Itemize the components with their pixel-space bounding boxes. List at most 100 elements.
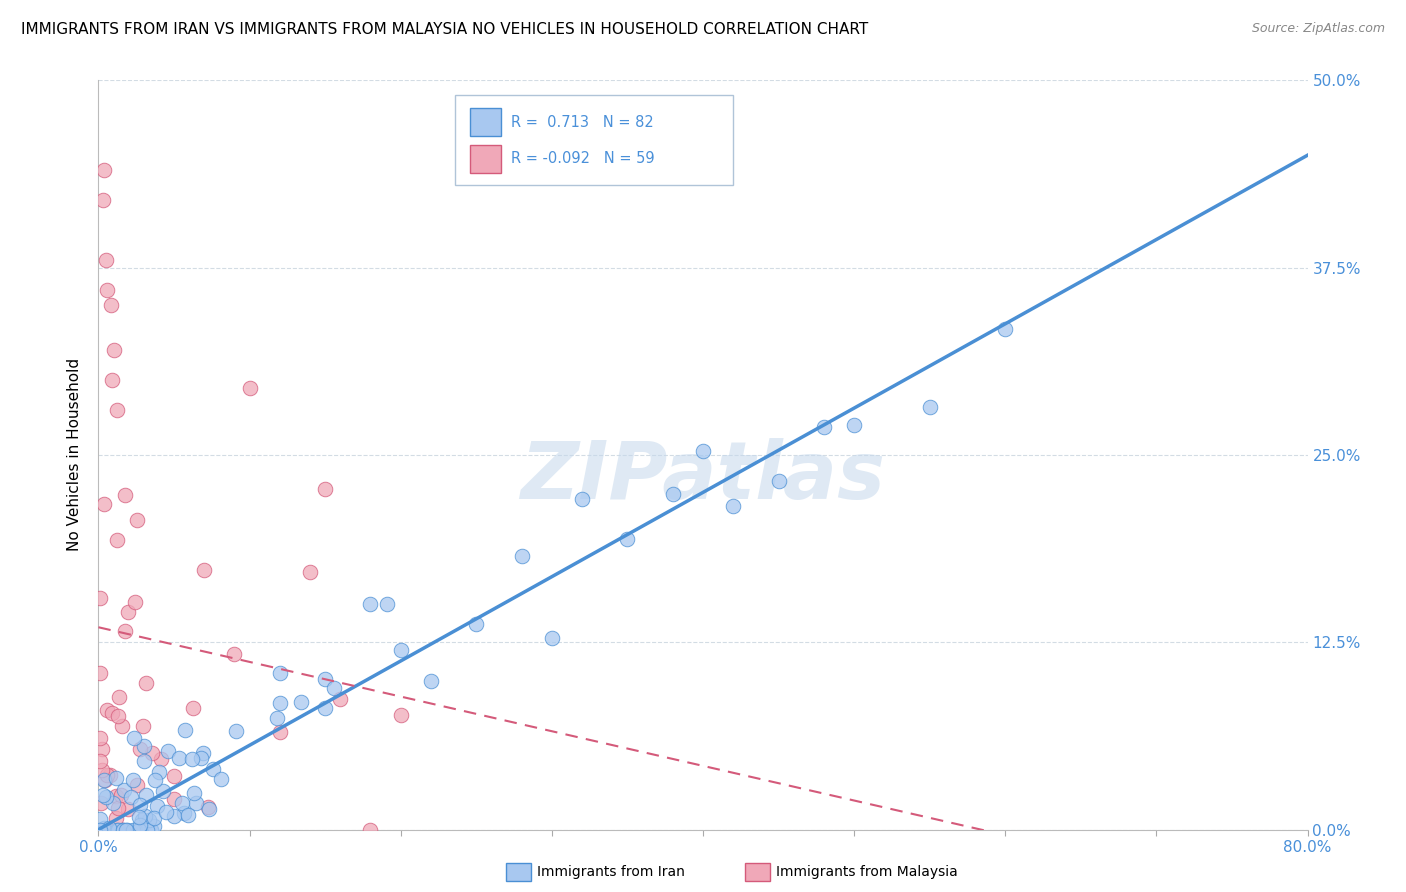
Point: [98, 768, 121, 782]
Point: [290, 695, 312, 709]
Point: [389, 642, 412, 657]
Point: [105, 533, 128, 548]
Point: [103, 796, 125, 810]
Point: [844, 418, 866, 433]
Text: R = -0.092   N = 59: R = -0.092 N = 59: [510, 152, 654, 167]
Point: [105, 811, 128, 825]
Point: [94, 773, 117, 788]
Point: [149, 752, 172, 766]
Point: [994, 322, 1017, 336]
Point: [132, 739, 155, 754]
Point: [93, 163, 115, 178]
Point: [420, 674, 443, 689]
Point: [540, 631, 562, 645]
Point: [314, 701, 336, 715]
Point: [389, 707, 412, 722]
Bar: [456, 95, 734, 186]
Point: [177, 808, 200, 822]
Point: [104, 771, 127, 785]
Point: [105, 822, 128, 837]
Point: [111, 822, 134, 837]
Point: [322, 681, 344, 696]
Point: [360, 822, 382, 837]
Point: [91, 822, 114, 837]
Point: [107, 801, 129, 815]
Point: [173, 806, 195, 821]
Point: [329, 692, 352, 706]
Point: [128, 797, 150, 812]
Point: [120, 789, 142, 804]
Point: [117, 802, 139, 816]
Point: [510, 549, 533, 563]
Point: [125, 513, 148, 527]
Point: [94, 253, 117, 268]
Point: [170, 796, 193, 810]
Point: [616, 533, 638, 547]
Point: [111, 822, 134, 837]
Point: [180, 752, 202, 766]
Point: [813, 420, 835, 434]
Point: [193, 746, 215, 760]
Point: [269, 725, 291, 739]
Point: [96, 768, 118, 782]
Point: [152, 784, 174, 798]
Point: [143, 772, 166, 787]
Point: [183, 786, 205, 800]
Point: [131, 813, 153, 827]
Point: [661, 487, 683, 501]
Point: [314, 483, 336, 497]
Point: [89, 754, 111, 768]
Point: [90, 742, 112, 756]
Point: [127, 778, 149, 792]
Bar: [470, 145, 501, 173]
Point: [135, 788, 157, 802]
Point: [143, 811, 166, 825]
Point: [98, 821, 121, 835]
Point: [375, 597, 398, 611]
Point: [156, 744, 179, 758]
Point: [148, 764, 170, 779]
Point: [181, 701, 204, 715]
Point: [89, 591, 111, 606]
Point: [103, 343, 125, 357]
Point: [91, 822, 114, 837]
Point: [163, 808, 186, 822]
Text: Immigrants from Malaysia: Immigrants from Malaysia: [776, 865, 957, 880]
Point: [94, 790, 117, 805]
Point: [136, 822, 159, 837]
Point: [169, 750, 191, 764]
Point: [98, 822, 121, 837]
Point: [184, 797, 207, 811]
Point: [225, 723, 247, 738]
Point: [93, 821, 115, 835]
Point: [139, 822, 162, 837]
Point: [117, 605, 139, 619]
Point: [114, 488, 136, 502]
Point: [93, 497, 115, 511]
Point: [101, 373, 124, 387]
Point: [211, 772, 233, 787]
Point: [155, 805, 177, 820]
Point: [128, 822, 150, 837]
Point: [112, 782, 135, 797]
Point: [163, 792, 186, 806]
Point: [93, 822, 115, 837]
Point: [146, 799, 169, 814]
Point: [107, 708, 129, 723]
Point: [197, 800, 219, 814]
Point: [107, 822, 129, 837]
Point: [128, 809, 150, 823]
Y-axis label: No Vehicles in Household: No Vehicles in Household: [67, 359, 83, 551]
Point: [122, 822, 145, 837]
Point: [89, 666, 111, 681]
Point: [115, 822, 138, 837]
Point: [163, 768, 186, 782]
Point: [89, 822, 111, 837]
Point: [96, 703, 118, 717]
Point: [239, 381, 262, 395]
Point: [269, 697, 291, 711]
Point: [269, 666, 291, 681]
Point: [141, 746, 163, 760]
Point: [93, 773, 115, 788]
Point: [114, 624, 136, 639]
